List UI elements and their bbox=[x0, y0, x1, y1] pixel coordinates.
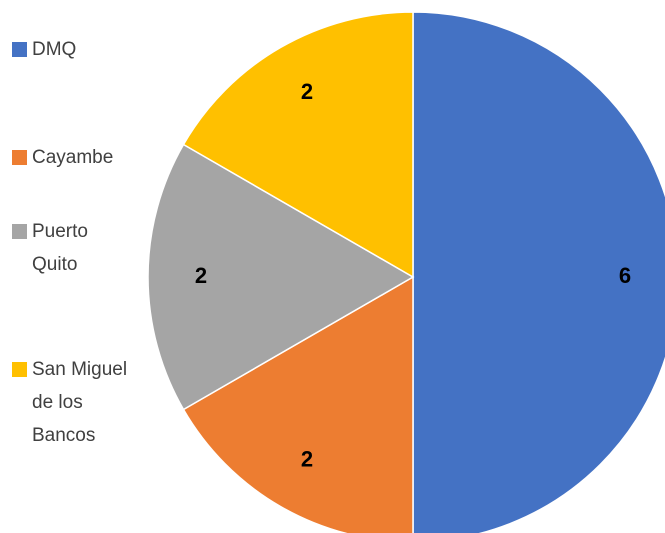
legend-label: Puerto Quito bbox=[32, 221, 88, 275]
legend-label: DMQ bbox=[32, 39, 77, 60]
legend-swatch bbox=[12, 150, 27, 165]
legend-swatch bbox=[12, 224, 27, 239]
pie-slice bbox=[412, 11, 665, 533]
legend-item: DMQ bbox=[12, 33, 134, 66]
legend-swatch bbox=[12, 42, 27, 57]
legend-item: Cayambe bbox=[12, 141, 134, 174]
data-label: 2 bbox=[301, 79, 313, 104]
legend-label: San Miguel de los Bancos bbox=[32, 359, 128, 446]
legend-swatch bbox=[12, 362, 27, 377]
legend-item: Puerto Quito bbox=[12, 215, 134, 281]
legend-item: San Miguel de los Bancos bbox=[12, 353, 134, 452]
pie-slice bbox=[182, 275, 414, 533]
pie-slice bbox=[147, 143, 415, 411]
data-label: 6 bbox=[619, 263, 631, 288]
data-label: 2 bbox=[195, 263, 207, 288]
legend-label: Cayambe bbox=[32, 147, 114, 168]
pie-slice bbox=[182, 11, 414, 279]
data-label: 2 bbox=[301, 446, 313, 471]
